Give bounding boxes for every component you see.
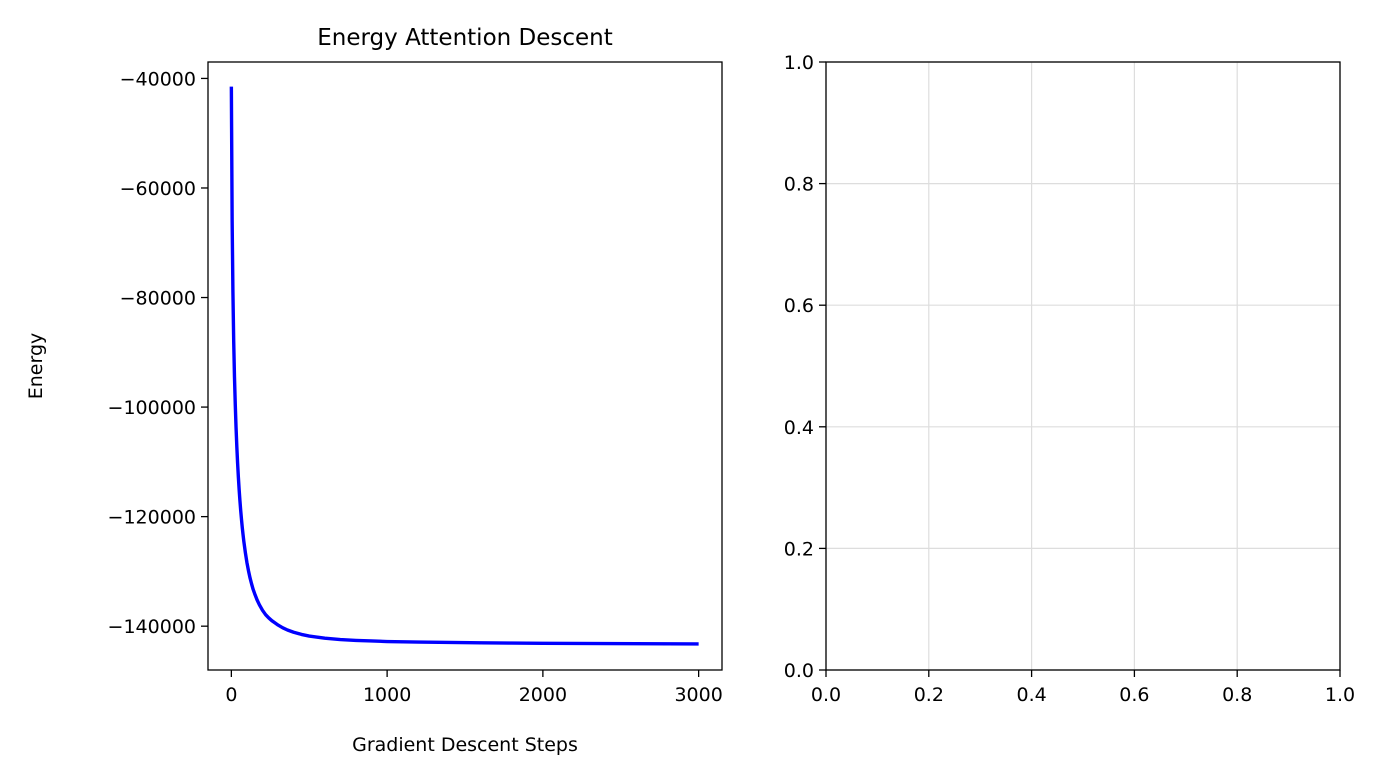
energy-chart-frame xyxy=(207,61,723,671)
energy-chart-title: Energy Attention Descent xyxy=(317,25,613,51)
energy-chart-x-tick-label: 0 xyxy=(225,684,237,706)
empty-chart-y-tick-label: 0.8 xyxy=(784,174,814,196)
empty-chart-x-tick-label: 0.6 xyxy=(1119,684,1149,706)
energy-chart-series xyxy=(229,86,699,646)
energy-chart-y-tick-label: −100000 xyxy=(108,397,196,419)
empty-chart-y-tick-label: 0.4 xyxy=(784,417,814,439)
energy-chart-y-axis-label: Energy xyxy=(25,333,47,400)
empty-chart-ticks: 0.0 0.2 0.4 0.6 0.8 1.0 0.0 0.2 0.4 0.6 0.8 1.0 xyxy=(784,52,1355,706)
energy-chart-y-tick-label: −40000 xyxy=(120,68,196,90)
empty-chart-y-tick-label: 0.0 xyxy=(784,660,814,682)
energy-chart-y-tick-label: −80000 xyxy=(120,288,196,310)
energy-chart-y-tick-label: −120000 xyxy=(108,507,196,529)
energy-chart-y-tick-label: −140000 xyxy=(108,616,196,638)
energy-chart-ticks: 0 1000 2000 3000 −40000 −60000 −80000 −100000 −1… xyxy=(108,68,723,706)
empty-chart-x-tick-label: 0.0 xyxy=(811,684,841,706)
empty-chart-x-tick-label: 0.4 xyxy=(1016,684,1046,706)
energy-chart-series-line xyxy=(229,86,699,646)
empty-chart-x-tick-label: 0.8 xyxy=(1222,684,1252,706)
energy-chart-y-tick-label: −60000 xyxy=(120,178,196,200)
empty-chart-y-tick-label: 0.6 xyxy=(784,295,814,317)
empty-chart-x-tick-label: 1.0 xyxy=(1325,684,1355,706)
energy-chart-x-tick-label: 3000 xyxy=(674,684,722,706)
empty-chart-y-tick-label: 1.0 xyxy=(784,52,814,74)
energy-chart-x-tick-label: 2000 xyxy=(519,684,567,706)
empty-chart: 0.0 0.2 0.4 0.6 0.8 1.0 0.0 0.2 0.4 0.6 0.8 1.0 xyxy=(784,52,1355,706)
energy-chart-x-tick-label: 1000 xyxy=(363,684,411,706)
empty-chart-frame xyxy=(825,61,1341,671)
empty-chart-y-tick-label: 0.2 xyxy=(784,538,814,560)
energy-chart: 0 1000 2000 3000 −40000 −60000 −80000 −100000 −1… xyxy=(25,25,723,756)
empty-chart-x-tick-label: 0.2 xyxy=(914,684,944,706)
energy-chart-x-axis-label: Gradient Descent Steps xyxy=(352,734,578,756)
